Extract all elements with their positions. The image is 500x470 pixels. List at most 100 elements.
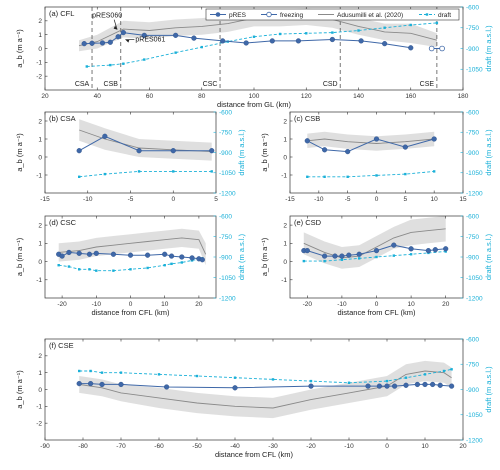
legend-swatch-marker (215, 12, 221, 17)
y-tick-label-left: -1 (36, 277, 42, 284)
cross-section-label: CSE (420, 81, 435, 88)
y-tick-label-right: -900 (466, 150, 479, 157)
pres-point (243, 40, 249, 46)
legend-swatch-marker (266, 11, 272, 18)
y-tick-label-right: -750 (466, 234, 479, 241)
y-tick-label-right: -750 (466, 362, 479, 369)
cross-section-label: CSC (203, 81, 218, 88)
pres-point (141, 32, 147, 38)
y-axis-label-right: draft (m a.s.l.) (237, 129, 246, 176)
panel-b: -15 -10 -5 0 5-1012-600-750-900-1050-1200(b)… (15, 109, 246, 203)
draft-point (67, 265, 71, 268)
x-tick-label: 0 (375, 196, 379, 203)
y-tick-label-left: 1 (283, 136, 287, 143)
x-tick-label: -10 (344, 443, 354, 450)
x-tick-label: 20 (41, 93, 49, 100)
y-tick-label-left: 0 (38, 387, 42, 394)
adusumilli-uncertainty-band (303, 216, 446, 269)
y-tick-label-left: 1 (38, 32, 42, 39)
adusumilli-line (79, 370, 452, 409)
draft-point (85, 65, 88, 68)
pres-point (76, 250, 82, 256)
draft-point (305, 32, 308, 35)
y-tick-label-right: -750 (219, 130, 232, 137)
x-axis-label: distance from CFL (km) (215, 450, 294, 459)
y-axis-label-left: a_b (m a⁻¹) (15, 29, 24, 68)
pres-point (345, 149, 351, 155)
y-tick-label-left: -2 (36, 73, 42, 80)
y-tick-label-right: -1050 (466, 67, 483, 74)
pres-point (322, 147, 328, 153)
pres-point (89, 40, 95, 46)
y-axis-label-left: a_b (m a⁻¹) (15, 133, 24, 172)
pres-point (99, 381, 105, 388)
y-tick-label-left: 2 (38, 18, 42, 25)
pres-line (307, 138, 435, 153)
pres-point (93, 250, 99, 256)
x-tick-label: -20 (57, 301, 67, 308)
pres-point (189, 255, 195, 261)
annotation-arrowhead (113, 25, 118, 30)
y-tick-label-right: -1200 (466, 190, 483, 197)
y-tick-label-right: -600 (466, 336, 479, 343)
x-tick-label: 10 (421, 443, 429, 450)
y-tick-label-left: 2 (38, 118, 42, 125)
draft-point (89, 369, 92, 373)
pres-point (346, 252, 352, 258)
y-tick-label-right: -750 (466, 130, 479, 137)
draft-point (306, 175, 309, 178)
pres-point (449, 383, 455, 389)
panel-title: (d) CSC (49, 218, 77, 227)
y-axis-label-right: draft (m a.s.l.) (484, 233, 493, 280)
y-axis-label-left: a_b (m a⁻¹) (15, 237, 24, 276)
x-tick-label: 20 (459, 443, 467, 450)
panel-title: (f) CSE (49, 341, 74, 350)
y-tick-label-right: -1200 (466, 437, 483, 444)
pres-point (408, 45, 414, 51)
annotation-arrow (113, 19, 118, 30)
x-tick-label: -5 (345, 196, 351, 203)
y-tick-label-left: -1 (36, 60, 42, 67)
draft-point (95, 269, 98, 272)
panel-c: -15 -10 -5 0 5 10 15-1012-600-750-900-1050-120… (260, 109, 493, 203)
legend-item-pres: pRES (210, 12, 247, 19)
x-tick-label: -10 (83, 196, 93, 203)
y-axis-label-right: draft (m a.s.l.) (484, 25, 493, 72)
adusumilli-line (303, 228, 446, 259)
y-axis-label-right: draft (m a.s.l.) (484, 366, 493, 413)
x-tick-label: 180 (458, 93, 469, 100)
draft-point (157, 373, 161, 376)
pres-point (403, 382, 409, 388)
draft-point (163, 264, 166, 267)
pres-point (232, 385, 238, 391)
draft-point (233, 376, 237, 379)
draft-line (307, 170, 435, 178)
panel-title: (a) CFL (49, 9, 74, 18)
panel-title: (c) CSB (294, 114, 320, 123)
legend-item-adusumilli: Adusumilli et al. (2020) (318, 12, 403, 19)
y-tick-label-left: 2 (283, 222, 287, 229)
draft-point (432, 170, 436, 173)
draft-point (442, 369, 446, 373)
pres-point (402, 144, 408, 150)
x-tick-label: -10 (337, 301, 347, 308)
adusumilli-uncertainty-band (58, 228, 206, 266)
pres-point (127, 252, 134, 258)
pres-point (81, 41, 87, 47)
x-tick-label: 0 (385, 443, 389, 450)
annotation-pres060: pRES060 (92, 13, 122, 20)
x-tick-label: -50 (192, 443, 202, 450)
x-tick-label: 0 (375, 301, 379, 308)
adusumilli-uncertainty-band (79, 360, 452, 419)
pres-point (414, 381, 421, 388)
plot-area (301, 216, 449, 269)
y-tick-label-right: -600 (219, 109, 232, 116)
pres-point (118, 381, 124, 388)
y-tick-label-left: 0 (38, 259, 42, 266)
draft-point (392, 254, 395, 257)
draft-point (323, 175, 326, 178)
x-axis-label: distance from CFL (km) (91, 308, 170, 317)
draft-point (137, 170, 141, 173)
draft-point (122, 62, 125, 65)
x-tick-label: 0 (171, 196, 175, 203)
